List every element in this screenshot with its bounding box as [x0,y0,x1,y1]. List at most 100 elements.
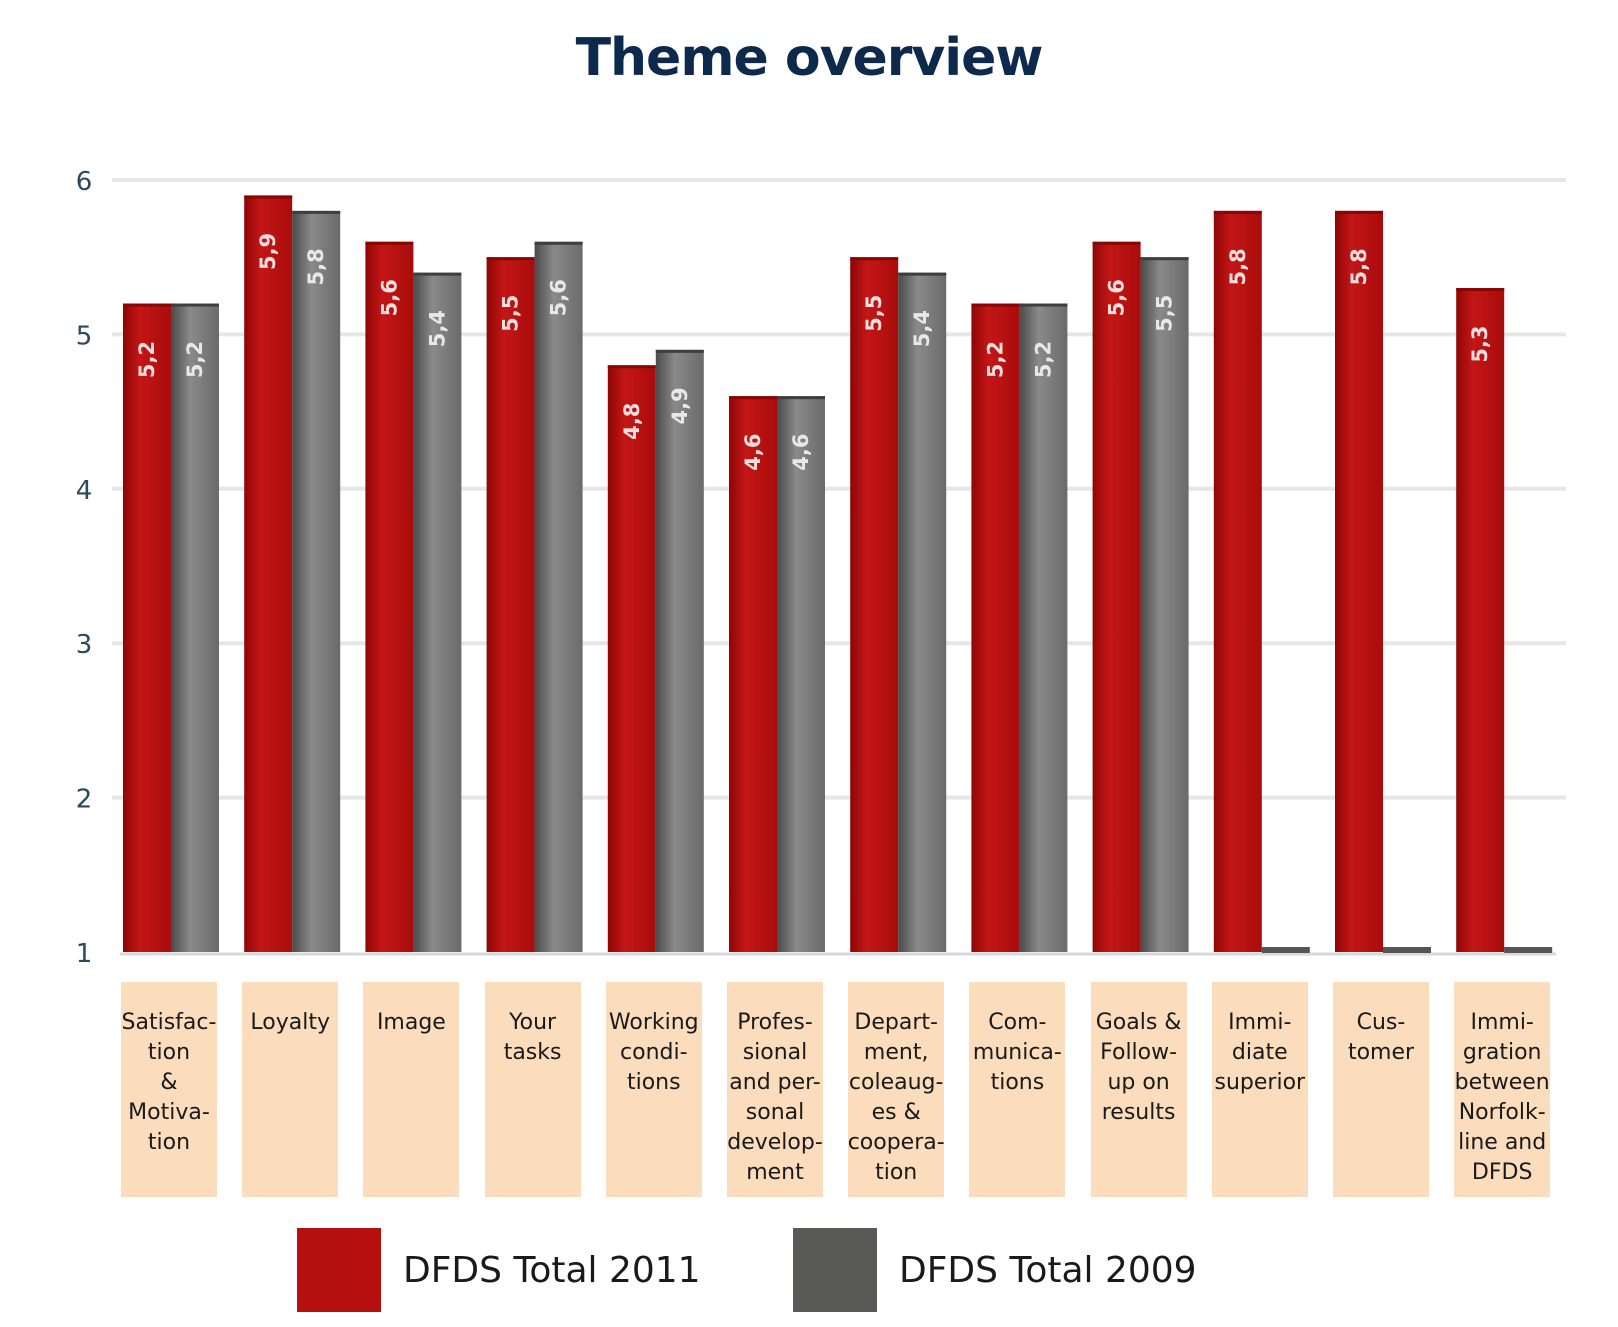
bar [413,272,462,952]
bar-value-label: 5,5 [499,295,523,332]
bar-cap [1019,303,1068,307]
y-tick-label: 6 [76,167,93,197]
bar-value-label: 4,9 [668,387,692,424]
bar-value-label: 5,9 [256,233,280,270]
bar-value-label: 5,8 [304,248,328,285]
bar-cap [1140,257,1189,261]
bar-value-label: 5,4 [910,310,934,347]
bar [534,241,583,952]
y-tick-label: 3 [76,630,93,660]
category-box: Immi- gration between Norfolk- line and … [1454,982,1551,1197]
legend-label-2011: DFDS Total 2011 [403,1249,701,1291]
category-box: Depart- ment, coleaug- es & coopera- tio… [847,982,945,1197]
bar-value-label: 4,8 [620,403,644,440]
bar-value-label: 5,3 [1468,325,1492,362]
category-label: Immi- gration between Norfolk- line and … [1454,1010,1550,1185]
bar-value-label: 4,6 [741,434,765,471]
bar-value-label: 5,8 [1347,248,1371,285]
y-tick-label: 4 [76,476,93,506]
bar-value-label: 5,2 [1031,341,1055,378]
category-label: Depart- ment, coleaug- es & coopera- tio… [847,1010,945,1185]
bar [1335,210,1383,952]
bar [1019,303,1068,952]
bar-value-label: 5,6 [547,279,571,316]
category-box: Profes- sional and per- sonal develop- m… [727,982,823,1197]
category-box: Com- munica- tions [969,982,1066,1197]
bar-value-label: 5,2 [135,341,159,378]
bar [486,257,535,952]
category-label: Goals & Follow- up on results [1095,1010,1182,1125]
bar-cap [244,195,293,199]
bar-value-label: 4,6 [789,434,813,471]
y-tick-label: 5 [76,321,93,351]
bar [777,396,825,952]
bar [365,241,414,952]
bar-cap [534,241,583,245]
category-label: Working condi- tions [608,1010,699,1095]
y-tick-label: 2 [76,785,93,815]
bar [1456,288,1505,953]
bar-value-label: 5,8 [1226,248,1250,285]
category-box: Satisfac- tion & Motiva- tion [121,982,217,1197]
bar-cap [1456,288,1505,292]
bar-cap [292,210,341,214]
bar-cap [171,303,219,307]
bar [655,349,704,953]
legend-swatch-2011 [297,1228,381,1312]
category-box: Working condi- tions [605,982,702,1197]
bar [123,303,171,952]
bar [292,210,341,952]
bar [1140,257,1189,952]
category-box: Goals & Follow- up on results [1090,982,1187,1197]
category-box: Cus- tomer [1333,982,1429,1197]
bar-cap [1213,210,1262,214]
category-box: Your tasks [484,982,581,1197]
bar [1092,241,1141,952]
chart-title: Theme overview [575,28,1044,88]
gridlines [112,178,1566,956]
bar-value-label: 5,6 [377,279,401,316]
bar-cap [898,272,947,276]
bar-cap [365,241,414,245]
bar-cap [1335,210,1383,214]
bar [898,272,947,952]
bar [244,195,293,952]
category-box: Immi- diate superior [1211,982,1308,1197]
bar-value-label: 5,6 [1105,279,1129,316]
bar-empty [1261,947,1310,953]
bar-cap [486,257,535,261]
category-box: Image [363,982,460,1197]
legend-item-2009: DFDS Total 2009 [793,1228,1197,1312]
bar-value-label: 5,2 [983,341,1007,378]
legend-item-2011: DFDS Total 2011 [297,1228,701,1312]
category-label: Profes- sional and per- sonal develop- m… [727,1010,823,1185]
bar-cap [777,396,825,400]
bar-value-label: 5,2 [183,341,207,378]
bar [1213,210,1262,952]
bar-cap [123,303,171,307]
category-label: Satisfac- tion & Motiva- tion [121,1010,217,1155]
category-label: Loyalty [250,1010,330,1035]
bar-empty [1504,947,1553,953]
bar [971,303,1020,952]
category-label: Cus- tomer [1347,1010,1415,1065]
bar-cap [729,396,777,400]
bar [729,396,777,952]
bar-cap [1092,241,1141,245]
bar-cap [607,365,656,369]
data-labels: 5,2 5,2 5,9 5,8 5,6 5,4 5,5 5,6 4,8 4,9 4,6 4,6 5,5 5… [135,233,1492,471]
bar [171,303,219,952]
bar-cap [850,257,899,261]
bar-empty [1383,947,1431,953]
category-label: Com- munica- tions [972,1010,1062,1095]
bar [850,257,899,952]
y-tick-label: 1 [76,939,93,969]
bars [123,195,1553,953]
bar-cap [655,349,704,353]
bar-value-label: 5,5 [1153,295,1177,332]
bar-cap [971,303,1020,307]
legend-label-2009: DFDS Total 2009 [899,1249,1197,1291]
category-label: Image [376,1010,446,1035]
bar-value-label: 5,5 [862,295,886,332]
